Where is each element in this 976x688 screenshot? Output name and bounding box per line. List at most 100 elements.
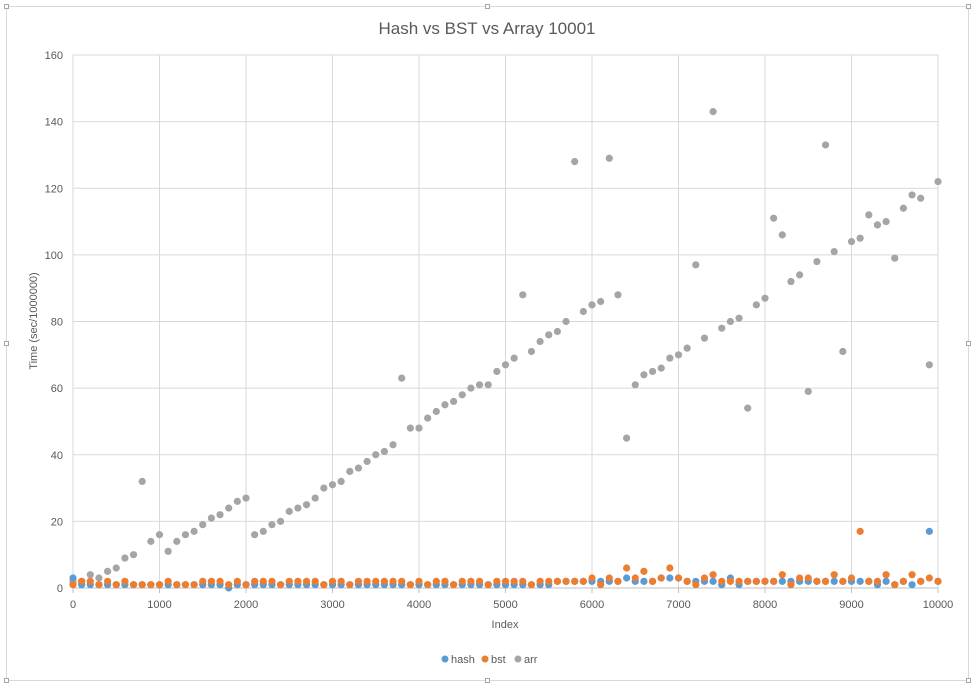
data-point-bst [666,564,674,572]
data-point-bst [458,577,466,585]
x-tick-label: 5000 [493,599,517,611]
x-tick-label: 3000 [320,599,344,611]
gridlines [73,54,939,588]
data-point-arr [294,504,302,512]
data-point-bst [718,577,726,585]
x-tick-label: 7000 [666,599,690,611]
data-point-bst [450,581,458,589]
data-point-arr [614,291,622,299]
resize-handle-top-middle[interactable] [485,4,490,9]
y-tick-label: 100 [45,250,63,262]
data-point-arr [398,374,406,382]
data-point-bst [95,581,103,589]
data-point-arr [545,331,553,339]
data-point-arr [363,457,371,466]
data-point-bst [804,574,812,582]
x-tick-label: 1000 [147,599,171,611]
data-point-arr [389,441,397,449]
resize-handle-bottom-left[interactable] [4,678,9,683]
data-point-arr [86,571,94,579]
x-tick-label: 4000 [407,599,431,611]
resize-handle-middle-right[interactable] [966,341,971,346]
data-point-arr [302,501,311,509]
data-point-bst [389,577,397,585]
data-point-arr [597,297,605,306]
data-point-bst [415,577,423,585]
data-point-bst [363,577,371,585]
data-point-arr [493,367,501,376]
x-tick-label: 10000 [923,599,954,611]
data-point-bst [891,581,899,589]
data-point-bst [259,577,267,585]
data-point-bst [69,581,77,589]
resize-handle-top-right[interactable] [966,4,971,9]
data-point-arr [380,447,388,456]
data-point-hash [778,577,786,585]
data-point-arr [899,204,908,212]
data-point-bst [311,577,319,585]
data-point-bst [493,577,501,585]
resize-handle-bottom-middle[interactable] [485,678,490,683]
data-point-bst [597,581,605,589]
data-point-bst [882,571,890,579]
data-point-bst [770,577,778,585]
data-point-arr [718,324,726,332]
resize-handle-bottom-right[interactable] [966,678,971,683]
data-point-bst [181,581,190,589]
data-point-bst [545,577,553,585]
data-point-arr [484,381,492,389]
data-point-bst [510,577,518,585]
data-point-arr [259,527,267,535]
data-point-arr [787,277,795,286]
data-point-bst [277,581,285,589]
data-point-arr [934,177,942,186]
data-point-bst [173,581,181,589]
data-point-bst [648,577,657,585]
chart-area[interactable] [6,6,969,681]
data-point-arr [95,574,103,582]
data-point-bst [553,577,562,585]
data-point-arr [873,221,882,229]
data-point-arr [155,531,164,539]
data-point-hash [856,577,864,585]
legend: hash bst arr [441,654,538,666]
data-point-bst [104,577,112,585]
data-point-arr [424,414,432,422]
data-point-bst [614,577,622,585]
data-point-bst [917,577,925,585]
data-point-bst [302,577,311,585]
data-point-bst [285,577,293,585]
data-point-bst [242,581,250,589]
data-point-arr [467,384,475,392]
data-point-hash [908,581,916,589]
data-point-bst [761,577,769,585]
resize-handle-top-left[interactable] [4,4,9,9]
y-tick-label: 140 [45,117,63,129]
data-point-bst [709,571,717,579]
data-point-bst [380,577,388,585]
data-point-bst [294,577,302,585]
data-point-bst [199,577,207,585]
data-point-hash [623,574,631,582]
x-axis-title: Index [492,619,519,631]
data-point-arr [406,424,414,432]
data-point-bst [796,574,804,582]
data-point-arr [674,351,683,359]
data-point-bst [934,577,942,585]
data-point-arr [571,158,579,166]
tick-labels: 0 20 40 60 80 100 120 140 160 0 1000 2000 3000 4000 50… [45,50,954,611]
data-point-arr [432,407,440,416]
data-point-bst [562,577,570,585]
data-point-arr [726,317,735,326]
data-point-arr [129,551,138,559]
data-point-bst [432,577,440,585]
data-point-arr [778,231,786,239]
y-tick-label: 20 [51,516,63,528]
resize-handle-middle-left[interactable] [4,341,9,346]
data-point-bst [129,581,138,589]
data-point-bst [147,581,155,589]
data-point-arr [553,327,562,336]
x-tick-label: 0 [70,599,76,611]
data-point-bst [138,581,146,589]
